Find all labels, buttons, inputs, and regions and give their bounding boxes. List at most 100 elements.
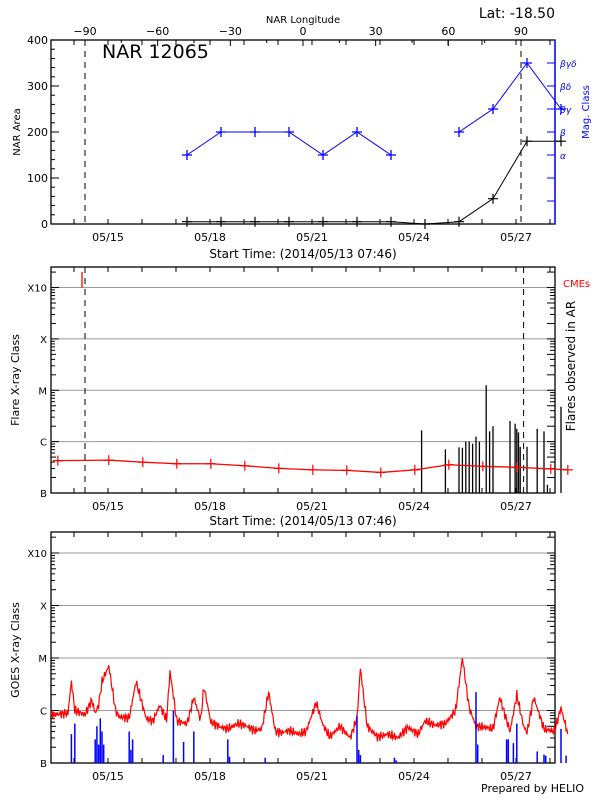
- background-point: [103, 455, 114, 466]
- panel3-y-tick-label: B: [40, 759, 47, 770]
- background-point: [341, 465, 352, 476]
- panel2-frame: [50, 266, 556, 494]
- mag-class-tick-label: α: [560, 152, 566, 162]
- panel2-y-tick-label: X10: [27, 284, 47, 295]
- mag-class-tick-label: βδ: [559, 83, 572, 93]
- area-point: [182, 216, 192, 227]
- background-line: [57, 459, 568, 474]
- latitude-label: Lat: -18.50: [479, 6, 555, 22]
- top-axis-label: NAR Longitude: [266, 15, 340, 26]
- lon-tick-label: −30: [219, 25, 242, 38]
- panel2-x-tick-label: 05/15: [92, 500, 124, 513]
- background-point: [171, 458, 182, 469]
- mag-class-point: [216, 127, 226, 137]
- panel2-y-label: Flare X-ray Class: [9, 334, 22, 426]
- background-point: [545, 463, 556, 474]
- panel1-y-label-right: Mag. Class: [581, 85, 592, 139]
- mag-class-tick-label: βγδ: [559, 60, 577, 70]
- lon-tick-label: 30: [369, 25, 383, 38]
- mag-class-line: [458, 62, 562, 133]
- panel2-x-tick-label: 05/27: [500, 500, 532, 513]
- area-point: [318, 216, 328, 227]
- area-point: [250, 216, 260, 227]
- cme-label: CMEs: [563, 279, 590, 290]
- background-point: [239, 460, 250, 471]
- panel3-y-tick-label: C: [40, 707, 47, 718]
- panel1-y-tick-label: 0: [41, 218, 48, 231]
- background-point: [409, 464, 420, 475]
- panel3-x-tick-label: 05/15: [92, 770, 124, 783]
- panel3-y-tick-label: X10: [27, 549, 47, 560]
- area-point: [284, 216, 294, 227]
- lon-tick-label: −90: [73, 25, 96, 38]
- mag-class-point: [556, 104, 566, 114]
- lon-tick-label: 90: [514, 25, 528, 38]
- panel1-x-label: Start Time: (2014/05/13 07:46): [209, 247, 396, 261]
- panel3-x-tick-label: 05/24: [398, 770, 430, 783]
- background-point: [375, 467, 386, 478]
- panel2-y-label-right: Flares observed in AR: [564, 301, 578, 431]
- mag-class-point: [250, 127, 260, 137]
- panel1-y-tick-label: 400: [27, 34, 48, 47]
- area-point: [352, 216, 362, 227]
- area-point: [556, 136, 566, 147]
- panel3-x-tick-label: 05/18: [194, 770, 226, 783]
- panel2-x-label: Start Time: (2014/05/13 07:46): [209, 514, 396, 528]
- background-point: [443, 459, 454, 470]
- mag-class-point: [352, 127, 362, 137]
- panel1-y-tick-label: 300: [27, 80, 48, 93]
- panel3-y-tick-label: X: [40, 602, 47, 613]
- background-point: [137, 457, 148, 468]
- background-point: [562, 464, 573, 475]
- panel1-x-tick-label: 05/15: [92, 231, 124, 244]
- mag-class-point: [386, 150, 396, 160]
- panel3-x-tick-label: 05/21: [296, 770, 328, 783]
- panel1-y-tick-label: 200: [27, 126, 48, 139]
- panel3-y-label: GOES X-ray Class: [9, 602, 22, 698]
- background-point: [477, 461, 488, 472]
- footer-credit: Prepared by HELIO: [481, 782, 584, 795]
- panel1-x-tick-label: 05/21: [296, 231, 328, 244]
- mag-class-tick-label: β: [559, 129, 566, 139]
- panel3-y-tick-label: M: [38, 654, 47, 665]
- mag-class-point: [522, 58, 532, 68]
- panel1-x-tick-label: 05/27: [500, 231, 532, 244]
- mag-class-tick-label: βγ: [559, 106, 572, 116]
- panel1-title: NAR 12065: [102, 41, 209, 63]
- lon-tick-label: −60: [146, 25, 169, 38]
- mag-class-point: [488, 104, 498, 114]
- mag-class-point: [182, 150, 192, 160]
- panel3-frame: [50, 531, 556, 764]
- area-point: [386, 216, 396, 227]
- background-point: [273, 463, 284, 474]
- panel1-x-tick-label: 05/24: [398, 231, 430, 244]
- area-point: [488, 193, 498, 204]
- panel3-x-tick-label: 05/27: [500, 770, 532, 783]
- panel1-frame: [50, 39, 556, 225]
- background-point: [307, 464, 318, 475]
- panel2-y-tick-label: B: [40, 489, 47, 500]
- area-line: [187, 140, 561, 225]
- panel2-x-tick-label: 05/21: [296, 500, 328, 513]
- panel1-y-tick-label: 100: [27, 172, 48, 185]
- area-point: [454, 216, 464, 227]
- panel2-y-tick-label: X: [40, 335, 47, 346]
- area-point: [420, 219, 430, 229]
- panel2-y-tick-label: M: [38, 386, 47, 397]
- background-point: [52, 455, 63, 466]
- background-point: [511, 462, 522, 473]
- panel2-x-tick-label: 05/18: [194, 500, 226, 513]
- panel1-x-tick-label: 05/18: [194, 231, 226, 244]
- mag-class-point: [454, 127, 464, 137]
- mag-class-point: [284, 127, 294, 137]
- lon-tick-label: 60: [441, 25, 455, 38]
- mag-class-point: [318, 150, 328, 160]
- goes-long-channel-line: [50, 657, 569, 742]
- lon-tick-label: 0: [300, 25, 307, 38]
- background-point: [205, 458, 216, 469]
- panel2-y-tick-label: C: [40, 438, 47, 449]
- area-point: [522, 136, 532, 147]
- area-point: [216, 216, 226, 227]
- panel2-x-tick-label: 05/24: [398, 500, 430, 513]
